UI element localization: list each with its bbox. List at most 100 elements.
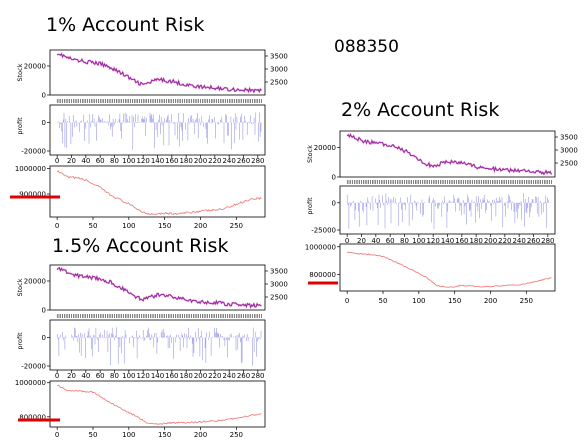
- equity-xtick-label: 200: [194, 431, 207, 439]
- profit-axes-frame: [49, 104, 266, 156]
- profit-ytick-label: -25000: [311, 227, 336, 235]
- equity-xtick-label: 50: [89, 222, 98, 230]
- index-xtick-label: 100: [122, 372, 135, 380]
- profit-ylabel: profit: [306, 197, 314, 215]
- stock-ytick-label: 20000: [314, 144, 336, 152]
- index-xtick-label: 220: [498, 237, 511, 245]
- equity-axes-frame: [49, 380, 266, 428]
- index-xtick-label: 200: [484, 237, 497, 245]
- profit-ytick-label: -20000: [21, 148, 46, 156]
- equity-xtick-label: 100: [122, 222, 135, 230]
- index-xtick-label: 20: [67, 157, 76, 165]
- equity-ytick-label: 800000: [19, 413, 46, 421]
- profit-ylabel: profit: [16, 332, 24, 350]
- index-xtick-label: 160: [165, 372, 178, 380]
- index-xtick-label: 40: [371, 237, 380, 245]
- index-xtick-label: 180: [179, 372, 192, 380]
- equity-xtick-label: 50: [89, 431, 98, 439]
- index-xtick-label: 180: [469, 237, 482, 245]
- index-xtick-label: 200: [194, 157, 207, 165]
- stock-right-ytick-label: 3500: [270, 53, 288, 61]
- stock-right-ytick-label: 3000: [560, 147, 578, 155]
- stock-axes-frame: [49, 49, 266, 96]
- panel-title-2pct: 2% Account Risk: [341, 99, 500, 121]
- index-xtick-label: 260: [237, 372, 250, 380]
- index-xtick-label: 200: [194, 372, 207, 380]
- index-xtick-label: 140: [441, 237, 454, 245]
- equity-xtick-label: 150: [158, 431, 171, 439]
- index-xtick-label: 0: [55, 372, 59, 380]
- index-xtick-label: 80: [110, 372, 119, 380]
- index-xtick-label: 120: [136, 157, 149, 165]
- stock-price-line: [346, 132, 553, 176]
- profit-axes-frame: [49, 319, 266, 371]
- stock-ylabel: Stock: [16, 63, 24, 81]
- index-xtick-label: 100: [122, 157, 135, 165]
- stock-price-trace: [346, 133, 552, 175]
- stock-right-ytick-label: 3000: [270, 66, 288, 74]
- stock-right-ytick-label: 2500: [560, 160, 578, 168]
- index-xtick-label: 120: [426, 237, 439, 245]
- stock-price-trace: [56, 267, 262, 309]
- equity-axes-frame: [49, 165, 266, 218]
- index-xtick-label: 80: [110, 157, 119, 165]
- equity-xtick-label: 250: [520, 297, 533, 305]
- index-xtick-label: 80: [400, 237, 409, 245]
- panel-title-1pct: 1% Account Risk: [46, 14, 205, 36]
- equity-line: [56, 384, 262, 425]
- equity-ytick-label: 1000000: [15, 379, 46, 387]
- index-xtick-label: 20: [67, 372, 76, 380]
- profit-ylabel: profit: [16, 117, 24, 135]
- equity-xtick-label: 200: [484, 297, 497, 305]
- index-xtick-label: 140: [151, 372, 164, 380]
- index-xtick-label: 40: [81, 372, 90, 380]
- index-xtick-label: 0: [55, 157, 59, 165]
- stock-right-ytick-label: 2500: [270, 294, 288, 302]
- stock-price-line: [56, 52, 263, 94]
- stock-ytick-label: 0: [42, 92, 46, 100]
- index-xtick-label: 280: [251, 372, 264, 380]
- index-xtick-label: 280: [251, 157, 264, 165]
- equity-xtick-label: 100: [122, 431, 135, 439]
- index-xtick-label: 60: [96, 157, 105, 165]
- profit-ytick-label: 0: [42, 334, 46, 342]
- chart-panel-1-5pct: Stock 20000 0 3500 3000 2500 profit 0 -20000 0 20 4…: [15, 264, 288, 439]
- stock-ytick-label: 0: [42, 307, 46, 315]
- index-xtick-label: 0: [345, 237, 349, 245]
- index-xtick-label: 160: [455, 237, 468, 245]
- stock-axes-frame: [49, 264, 266, 311]
- stock-ytick-label: 20000: [24, 277, 46, 285]
- index-xtick-label: 20: [357, 237, 366, 245]
- stock-ytick-label: 20000: [24, 62, 46, 70]
- index-xtick-label: 60: [96, 372, 105, 380]
- equity-xtick-label: 0: [55, 222, 59, 230]
- index-xtick-label: 120: [136, 372, 149, 380]
- index-xtick-label: 220: [208, 372, 221, 380]
- stock-price-line: [56, 266, 262, 310]
- stock-right-ytick-label: 3500: [270, 268, 288, 276]
- stock-code: 088350: [334, 37, 399, 57]
- index-xtick-label: 240: [222, 372, 235, 380]
- equity-xtick-label: 250: [230, 222, 243, 230]
- panel-title-1-5pct: 1.5% Account Risk: [52, 235, 229, 257]
- index-xtick-label: 240: [222, 157, 235, 165]
- stock-ylabel: Stock: [16, 278, 24, 296]
- equity-line: [346, 251, 552, 288]
- equity-xtick-label: 150: [158, 222, 171, 230]
- stock-axes-frame: [339, 130, 556, 178]
- equity-ytick-label: 900000: [19, 191, 46, 199]
- equity-ytick-label: 1000000: [15, 165, 46, 173]
- equity-xtick-label: 100: [412, 297, 425, 305]
- equity-ytick-label: 800000: [309, 271, 336, 279]
- stock-ytick-label: 0: [332, 174, 336, 182]
- stock-right-ytick-label: 3000: [270, 281, 288, 289]
- stock-right-ytick-label: 2500: [270, 79, 288, 87]
- equity-ytick-label: 1000000: [305, 243, 336, 251]
- stock-price-trace: [57, 53, 262, 93]
- index-xtick-label: 240: [512, 237, 525, 245]
- index-xtick-label: 160: [165, 157, 178, 165]
- profit-ytick-label: -20000: [21, 363, 46, 371]
- index-xtick-label: 180: [179, 157, 192, 165]
- index-xtick-label: 60: [386, 237, 395, 245]
